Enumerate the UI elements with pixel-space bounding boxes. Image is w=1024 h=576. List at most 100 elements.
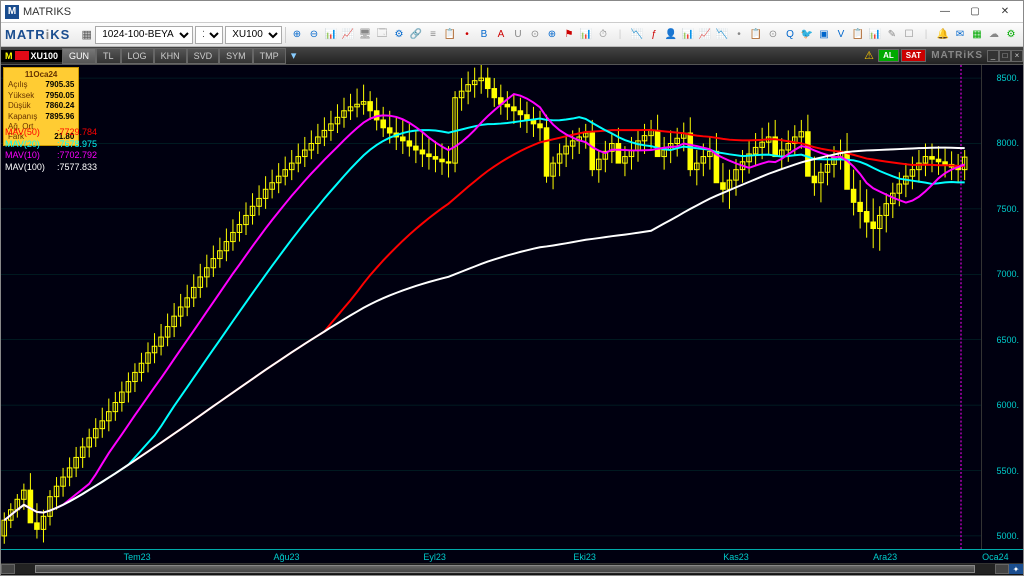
close-button[interactable]: ✕ [991, 3, 1019, 21]
alert-icon[interactable]: ⚠ [861, 48, 877, 64]
y-tick-label: 6000. [996, 400, 1019, 410]
x-tick-label: Ağu23 [274, 552, 300, 562]
chart-dropdown-icon[interactable]: ▾ [286, 48, 302, 64]
symbol-select[interactable]: XU100 [225, 26, 282, 44]
y-tick-label: 5000. [996, 531, 1019, 541]
chart-tab-tl[interactable]: TL [96, 48, 121, 64]
toolbar-icon-35[interactable]: ✎ [884, 27, 900, 43]
toolbar-icon-33[interactable]: 📋 [850, 27, 866, 43]
toolbar-icon-18[interactable]: ⏱ [595, 27, 611, 43]
toolbar-icon-29[interactable]: Q [782, 27, 798, 43]
toolbar-icon-21[interactable]: ƒ [646, 27, 662, 43]
toolbar-icon-1[interactable]: ⊖ [306, 27, 322, 43]
scroll-thumb[interactable] [35, 565, 976, 573]
toolbar-icon-9[interactable]: 📋 [442, 27, 458, 43]
toolbar-icon-5[interactable]: 🗔 [374, 27, 390, 43]
toolbar-icon-25[interactable]: 📉 [714, 27, 730, 43]
toolbar-icon-11[interactable]: B [476, 27, 492, 43]
y-tick-label: 7000. [996, 269, 1019, 279]
info-row: Yüksek7950.05 [8, 91, 74, 101]
chart-tab-gun[interactable]: GUN [62, 48, 96, 64]
chart-tab-log[interactable]: LOG [121, 48, 154, 64]
toolbar-icon-23[interactable]: 📊 [680, 27, 696, 43]
toolbar-icon-42[interactable]: ⚙ [1003, 27, 1019, 43]
toolbar-icon-37[interactable]: | [918, 27, 934, 43]
toolbar-icon-4[interactable]: 🖥 [357, 27, 373, 43]
y-tick-label: 7500. [996, 204, 1019, 214]
toolbar-icon-15[interactable]: ⊕ [544, 27, 560, 43]
toolbar-icon-36[interactable]: ☐ [901, 27, 917, 43]
info-date: 11Oca24 [8, 70, 74, 80]
toolbar-icon-30[interactable]: 🐦 [799, 27, 815, 43]
chart-tab-tmp[interactable]: TMP [253, 48, 286, 64]
app-logo-icon: M [5, 5, 19, 19]
flag-icon [15, 51, 29, 60]
toolbar-icon-39[interactable]: ✉ [952, 27, 968, 43]
toolbar-icon-31[interactable]: ▣ [816, 27, 832, 43]
toolbar-icon-32[interactable]: V [833, 27, 849, 43]
brand-label: MATRiKS [5, 27, 70, 42]
toolbar-icon-19[interactable]: | [612, 27, 628, 43]
y-axis: 5000.5500.6000.6500.7000.7500.8000.8500. [981, 65, 1023, 549]
toolbar-icon-13[interactable]: U [510, 27, 526, 43]
toolbar-icon-0[interactable]: ⊕ [289, 27, 305, 43]
chart-symbol-badge: M XU100 [1, 50, 62, 62]
chart-max-button[interactable]: □ [999, 50, 1011, 62]
toolbar-icon-16[interactable]: ⚑ [561, 27, 577, 43]
chart-tab-svd[interactable]: SVD [187, 48, 220, 64]
toolbar-icon-28[interactable]: ⊙ [765, 27, 781, 43]
chart-tab-khn[interactable]: KHN [154, 48, 187, 64]
chart-close-button[interactable]: × [1011, 50, 1023, 62]
toolbar-icon-12[interactable]: A [493, 27, 509, 43]
info-row: Düşük7860.24 [8, 101, 74, 111]
toolbar-icon-2[interactable]: 📊 [323, 27, 339, 43]
chart-header: M XU100 GUNTLLOGKHNSVDSYMTMP ▾ ⚠ AL SAT … [1, 47, 1023, 65]
x-axis: Tem23Ağu23Eyl23Eki23Kas23Ara23Oca24 [1, 549, 1023, 563]
ma-legend: MAV(50):7729.784MAV(20):7678.975MAV(10):… [5, 127, 97, 174]
chart-brand-label: MATRiKS [927, 50, 987, 61]
y-tick-label: 6500. [996, 335, 1019, 345]
timeframe-select[interactable]: 1 [195, 26, 223, 44]
ma-legend-row: MAV(10):7702.792 [5, 150, 97, 162]
chart-symbol-text: XU100 [31, 51, 59, 61]
horizontal-scrollbar: ✦ [1, 563, 1023, 575]
minimize-button[interactable]: — [931, 3, 959, 21]
toolbar-icon-22[interactable]: 👤 [663, 27, 679, 43]
toolbar-icon-7[interactable]: 🔗 [408, 27, 424, 43]
chart-tab-sym[interactable]: SYM [219, 48, 253, 64]
scroll-track[interactable] [15, 564, 995, 574]
ma-legend-row: MAV(50):7729.784 [5, 127, 97, 139]
chart-plot-area[interactable]: 11Oca24 Açılış7905.35Yüksek7950.05Düşük7… [1, 65, 981, 549]
toolbar-icon-27[interactable]: 📋 [748, 27, 764, 43]
layout-select[interactable]: 1024-100-BEYA [95, 26, 193, 44]
scroll-left-button[interactable] [1, 564, 15, 574]
toolbar-icon-38[interactable]: 🔔 [935, 27, 951, 43]
y-tick-label: 8500. [996, 73, 1019, 83]
x-tick-label: Kas23 [723, 552, 749, 562]
buy-button[interactable]: AL [878, 49, 899, 62]
maximize-button[interactable]: ▢ [961, 3, 989, 21]
toolbar-icon-8[interactable]: ≡ [425, 27, 441, 43]
toolbar-icon-10[interactable]: • [459, 27, 475, 43]
toolbar-icon-41[interactable]: ☁ [986, 27, 1002, 43]
toolbar-icon-26[interactable]: • [731, 27, 747, 43]
toolbar-icon-34[interactable]: 📊 [867, 27, 883, 43]
grid-icon[interactable]: ▦ [80, 27, 93, 43]
x-tick-label: Oca24 [982, 552, 1009, 562]
toolbar-icon-6[interactable]: ⚙ [391, 27, 407, 43]
chart-svg [1, 65, 981, 549]
sell-button[interactable]: SAT [901, 49, 926, 62]
toolbar-icon-17[interactable]: 📊 [578, 27, 594, 43]
chart-min-button[interactable]: _ [987, 50, 999, 62]
x-tick-label: Tem23 [124, 552, 151, 562]
scroll-right-button[interactable] [995, 564, 1009, 574]
toolbar-icon-20[interactable]: 📉 [629, 27, 645, 43]
chart-body: 11Oca24 Açılış7905.35Yüksek7950.05Düşük7… [1, 65, 1023, 549]
toolbar-icon-40[interactable]: ▦ [969, 27, 985, 43]
y-tick-label: 8000. [996, 138, 1019, 148]
toolbar-icon-14[interactable]: ⊙ [527, 27, 543, 43]
toolbar-icon-24[interactable]: 📈 [697, 27, 713, 43]
scroll-corner-icon[interactable]: ✦ [1009, 564, 1023, 574]
window-title: MATRIKS [23, 6, 931, 18]
toolbar-icon-3[interactable]: 📈 [340, 27, 356, 43]
